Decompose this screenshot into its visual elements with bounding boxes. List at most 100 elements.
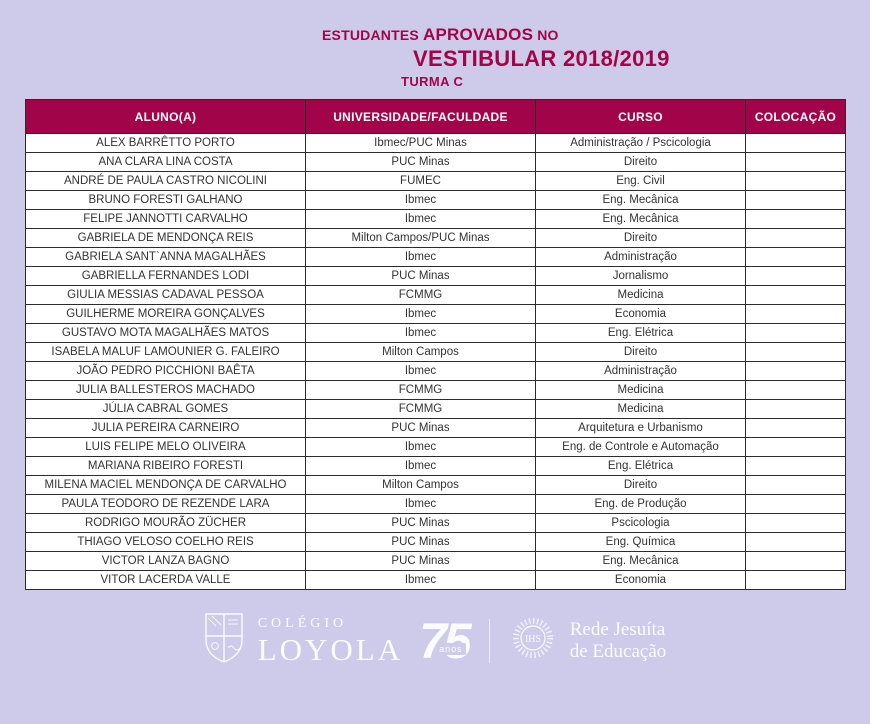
cell-universidade: FCMMG	[305, 285, 536, 305]
cell-universidade: Ibmec	[305, 570, 536, 590]
cell-universidade: Ibmec	[305, 209, 536, 229]
column-header-aluno: ALUNO(A)	[25, 99, 306, 134]
cell-curso: Eng. Civil	[535, 171, 746, 191]
footer-divider	[488, 618, 490, 663]
cell-universidade: FCMMG	[305, 399, 536, 419]
table-row: RODRIGO MOURÃO ZÜCHER PUC Minas Pscicolo…	[25, 513, 846, 533]
cell-colocacao	[745, 342, 846, 362]
cell-colocacao	[745, 513, 846, 533]
results-table-head: ALUNO(A) UNIVERSIDADE/FACULDADE CURSO CO…	[25, 99, 846, 134]
network-line1: Rede Jesuíta	[569, 618, 666, 640]
cell-curso: Arquitetura e Urbanismo	[535, 418, 746, 438]
cell-curso: Eng. Mecânica	[535, 209, 746, 229]
table-row: MARIANA RIBEIRO FORESTI Ibmec Eng. Elétr…	[25, 456, 846, 476]
table-row: JÚLIA CABRAL GOMES FCMMG Medicina	[25, 399, 846, 419]
column-header-universidade: UNIVERSIDADE/FACULDADE	[305, 99, 536, 134]
cell-universidade: PUC Minas	[305, 551, 536, 571]
network-line2: de Educação	[569, 640, 667, 662]
cell-colocacao	[745, 494, 846, 514]
school-wordmark: COLÉGIO LOYOLA	[258, 616, 403, 665]
cell-universidade: Ibmec	[305, 304, 536, 324]
heading-emphasis: APROVADOS	[423, 25, 534, 44]
table-row: GABRIELA DE MENDONÇA REIS Milton Campos/…	[25, 228, 846, 248]
results-table: ALUNO(A) UNIVERSIDADE/FACULDADE CURSO CO…	[25, 99, 846, 590]
cell-colocacao	[745, 475, 846, 495]
heading-prefix: ESTUDANTES	[322, 27, 419, 43]
footer: COLÉGIO LOYOLA 75 anos IHS Rede Jesuíta …	[0, 612, 870, 669]
cell-universidade: PUC Minas	[305, 266, 536, 286]
cell-colocacao	[745, 551, 846, 571]
cell-universidade: Milton Campos	[305, 475, 536, 495]
cell-aluno: BRUNO FORESTI GALHANO	[25, 190, 306, 210]
cell-colocacao	[745, 532, 846, 552]
cell-colocacao	[745, 418, 846, 438]
cell-curso: Direito	[535, 342, 746, 362]
cell-curso: Medicina	[535, 285, 746, 305]
table-row: LUIS FELIPE MELO OLIVEIRA Ibmec Eng. de …	[25, 437, 846, 457]
cell-aluno: GIULIA MESSIAS CADAVAL PESSOA	[25, 285, 306, 305]
table-row: VICTOR LANZA BAGNO PUC Minas Eng. Mecâni…	[25, 551, 846, 571]
cell-universidade: PUC Minas	[305, 418, 536, 438]
cell-universidade: Ibmec	[305, 361, 536, 381]
table-row: MILENA MACIEL MENDONÇA DE CARVALHO Milto…	[25, 475, 846, 495]
table-row: VITOR LACERDA VALLE Ibmec Economia	[25, 570, 846, 590]
cell-curso: Eng. de Produção	[535, 494, 746, 514]
cell-curso: Medicina	[535, 380, 746, 400]
table-row: ANDRÉ DE PAULA CASTRO NICOLINI FUMEC Eng…	[25, 171, 846, 191]
cell-curso: Pscicologia	[535, 513, 746, 533]
cell-aluno: MARIANA RIBEIRO FORESTI	[25, 456, 306, 476]
table-row: JULIA PEREIRA CARNEIRO PUC Minas Arquite…	[25, 418, 846, 438]
loyola-crest-icon	[204, 612, 244, 669]
cell-aluno: RODRIGO MOURÃO ZÜCHER	[25, 513, 306, 533]
cell-curso: Direito	[535, 152, 746, 172]
cell-colocacao	[745, 570, 846, 590]
cell-universidade: Ibmec	[305, 190, 536, 210]
page-subtitle-turma: TURMA C	[401, 74, 464, 89]
cell-colocacao	[745, 304, 846, 324]
table-row: BRUNO FORESTI GALHANO Ibmec Eng. Mecânic…	[25, 190, 846, 210]
cell-colocacao	[745, 380, 846, 400]
cell-colocacao	[745, 228, 846, 248]
cell-aluno: ANDRÉ DE PAULA CASTRO NICOLINI	[25, 171, 306, 191]
cell-colocacao	[745, 266, 846, 286]
cell-aluno: JULIA BALLESTEROS MACHADO	[25, 380, 306, 400]
heading-suffix: NO	[537, 27, 559, 43]
table-row: GABRIELA SANT`ANNA MAGALHÃES Ibmec Admin…	[25, 247, 846, 267]
cell-aluno: GUSTAVO MOTA MAGALHÃES MATOS	[25, 323, 306, 343]
cell-curso: Administração	[535, 247, 746, 267]
cell-colocacao	[745, 171, 846, 191]
cell-colocacao	[745, 399, 846, 419]
cell-curso: Eng. Elétrica	[535, 456, 746, 476]
table-row: GABRIELLA FERNANDES LODI PUC Minas Jorna…	[25, 266, 846, 286]
cell-aluno: ANA CLARA LINA COSTA	[25, 152, 306, 172]
table-row: ISABELA MALUF LAMOUNIER G. FALEIRO Milto…	[25, 342, 846, 362]
cell-curso: Economia	[535, 304, 746, 324]
cell-colocacao	[745, 323, 846, 343]
cell-aluno: JOÃO PEDRO PICCHIONI BAÊTA	[25, 361, 306, 381]
cell-aluno: GUILHERME MOREIRA GONÇALVES	[25, 304, 306, 324]
cell-aluno: FELIPE JANNOTTI CARVALHO	[25, 209, 306, 229]
results-table-body: ALEX BARRÊTTO PORTO Ibmec/PUC Minas Admi…	[25, 133, 846, 590]
network-wordmark: Rede Jesuíta de Educação	[570, 619, 667, 663]
page-heading: ESTUDANTES APROVADOS NO VESTIBULAR 2018/…	[0, 0, 870, 90]
table-row: PAULA TEODORO DE REZENDE LARA Ibmec Eng.…	[25, 494, 846, 514]
cell-curso: Eng. Mecânica	[535, 551, 746, 571]
cell-colocacao	[745, 437, 846, 457]
anniversary-label: anos	[436, 642, 466, 655]
cell-curso: Eng. Elétrica	[535, 323, 746, 343]
table-row: FELIPE JANNOTTI CARVALHO Ibmec Eng. Mecâ…	[25, 209, 846, 229]
table-row: GUSTAVO MOTA MAGALHÃES MATOS Ibmec Eng. …	[25, 323, 846, 343]
cell-colocacao	[745, 133, 846, 153]
heading-line-1: ESTUDANTES APROVADOS NO	[322, 26, 870, 44]
cell-universidade: Ibmec	[305, 456, 536, 476]
cell-aluno: ALEX BARRÊTTO PORTO	[25, 133, 306, 153]
cell-colocacao	[745, 190, 846, 210]
anniversary-number: 75	[419, 612, 472, 669]
cell-aluno: MILENA MACIEL MENDONÇA DE CARVALHO	[25, 475, 306, 495]
cell-universidade: PUC Minas	[305, 532, 536, 552]
cell-aluno: ISABELA MALUF LAMOUNIER G. FALEIRO	[25, 342, 306, 362]
results-table-container: ALUNO(A) UNIVERSIDADE/FACULDADE CURSO CO…	[25, 99, 846, 590]
cell-universidade: Ibmec	[305, 247, 536, 267]
column-header-curso: CURSO	[535, 99, 746, 134]
table-row: THIAGO VELOSO COELHO REIS PUC Minas Eng.…	[25, 532, 846, 552]
